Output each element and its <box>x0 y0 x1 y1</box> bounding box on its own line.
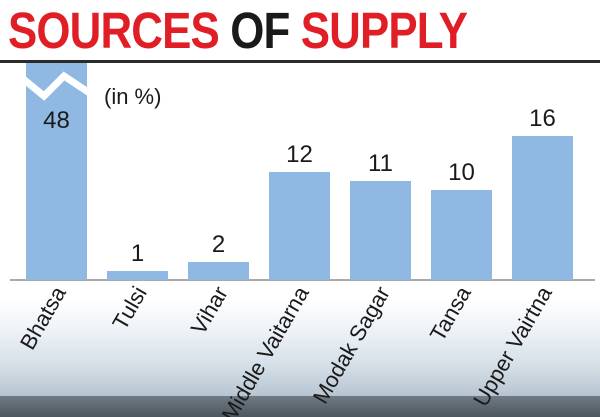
title-word-of: OF <box>230 2 290 59</box>
unit-label: (in %) <box>104 84 162 109</box>
bar-upper-vairtna <box>512 136 573 280</box>
category-label-upper-vairtna: Upper Vairtna <box>468 281 557 410</box>
category-label-middle-vaitarna: Middle Vaitarna <box>217 281 315 417</box>
category-label-bhatsa: Bhatsa <box>15 281 71 353</box>
data-label-bhatsa: 48 <box>43 107 70 134</box>
data-label-tansa: 10 <box>448 159 475 186</box>
data-label-vihar: 2 <box>212 231 225 258</box>
chart-title: SOURCES OF SUPPLY <box>8 2 468 60</box>
category-label-tansa: Tansa <box>425 281 476 345</box>
title-word-sources: SOURCES <box>8 2 220 59</box>
background-ground <box>0 396 600 417</box>
category-label-vihar: Vihar <box>186 282 233 339</box>
category-label-modak-sagar: Modak Sagar <box>308 282 395 408</box>
data-label-tulsi: 1 <box>131 240 144 267</box>
bar-modak-sagar <box>350 181 411 280</box>
bar-middle-vaitarna <box>269 172 330 280</box>
data-label-middle-vaitarna: 12 <box>286 141 313 168</box>
data-label-modak-sagar: 11 <box>368 150 393 177</box>
title-rule <box>0 60 600 63</box>
bar-tansa <box>431 190 492 280</box>
category-label-tulsi: Tulsi <box>107 282 151 334</box>
bar-bhatsa <box>26 63 87 280</box>
data-label-upper-vairtna: 16 <box>529 105 556 132</box>
title-bar: SOURCES OF SUPPLY <box>0 0 600 62</box>
axis-break-bhatsa <box>19 71 93 101</box>
title-word-supply: SUPPLY <box>300 2 468 59</box>
bar-vihar <box>188 262 249 280</box>
bar-tulsi <box>107 271 168 280</box>
